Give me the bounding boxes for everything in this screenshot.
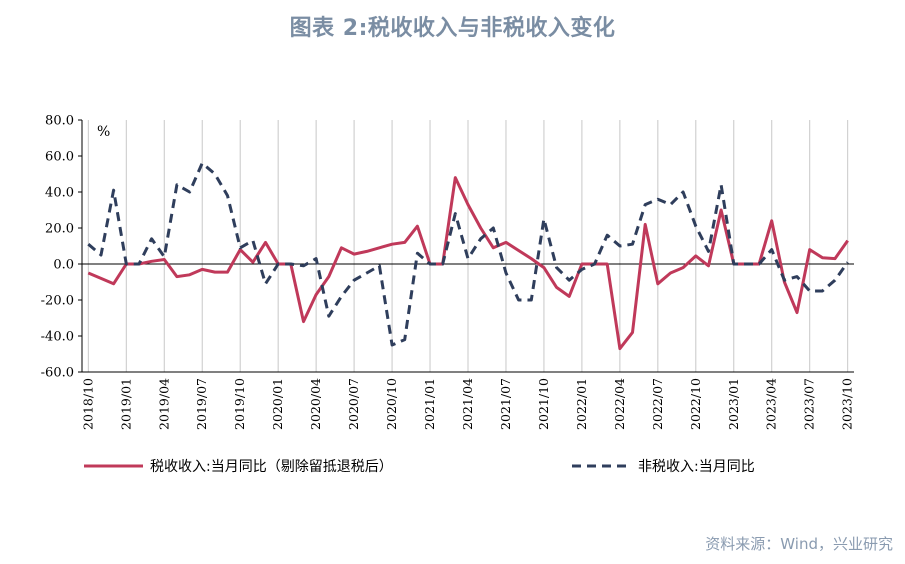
x-tick-label: 2021/07 <box>498 378 513 430</box>
x-tick-label: 2022/04 <box>612 378 627 430</box>
series-lines <box>87 161 849 351</box>
y-tick-label: -60.0 <box>41 366 74 381</box>
y-tick-labels: -60.0 -40.0 -20.0 0.0 20.0 40.0 60.0 80.0 <box>41 114 74 381</box>
x-tick-label: 2020/01 <box>270 378 285 430</box>
y-tick-label: 40.0 <box>45 186 74 201</box>
legend-label-nontax: 非税收入:当月同比 <box>638 459 755 475</box>
unit-label: % <box>97 124 110 140</box>
x-tick-label: 2019/04 <box>156 378 171 430</box>
x-tick-label: 2021/10 <box>536 378 551 430</box>
x-tick-label: 2023/10 <box>840 378 855 430</box>
series-line-tax <box>87 176 849 351</box>
y-tick-label: 60.0 <box>45 150 74 165</box>
x-tick-label: 2019/01 <box>118 378 133 430</box>
y-tick-label: 80.0 <box>45 114 74 129</box>
legend-label-tax: 税收收入:当月同比（剔除留抵退税后） <box>150 459 393 475</box>
x-tick-label: 2023/01 <box>726 378 741 430</box>
x-tick-label: 2019/07 <box>194 378 209 430</box>
x-tick-label: 2023/04 <box>764 378 779 430</box>
x-tick-label: 2021/04 <box>460 378 475 430</box>
x-tick-label: 2018/10 <box>80 378 95 430</box>
x-tick-label: 2022/10 <box>688 378 703 430</box>
legend: 税收收入:当月同比（剔除留抵退税后） 非税收入:当月同比 <box>84 459 755 475</box>
chart-title: 图表 2:税收收入与非税收入变化 <box>289 16 616 41</box>
x-tick-label: 2022/07 <box>650 378 665 430</box>
grid-lines <box>87 120 849 372</box>
x-tick-label: 2020/07 <box>346 378 361 430</box>
axes <box>78 119 854 373</box>
x-tick-label: 2023/07 <box>802 378 817 430</box>
y-tick-label: -20.0 <box>41 294 74 309</box>
x-tick-labels: 2018/10 2019/01 2019/04 2019/07 2019/10 2020/… <box>80 378 854 430</box>
x-tick-label: 2021/01 <box>422 378 437 430</box>
y-tick-label: 20.0 <box>45 222 74 237</box>
x-tick-label: 2019/10 <box>232 378 247 430</box>
y-tick-label: -40.0 <box>41 330 74 345</box>
x-tick-label: 2020/10 <box>384 378 399 430</box>
x-tick-label: 2020/04 <box>308 378 323 430</box>
y-tick-label: 0.0 <box>53 258 74 273</box>
source-note: 资料来源：Wind，兴业研究 <box>705 535 893 553</box>
x-tick-label: 2022/01 <box>574 378 589 430</box>
